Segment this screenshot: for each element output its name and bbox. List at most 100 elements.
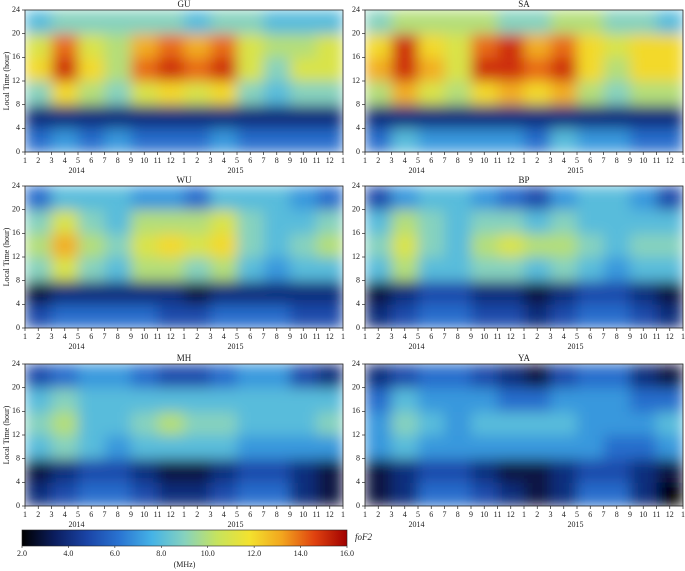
heat-cell [237, 435, 264, 460]
heat-cell [51, 128, 79, 152]
y-tick-label: 4 [16, 477, 20, 486]
heat-cell [263, 411, 291, 436]
x-tick-label: 3 [549, 156, 553, 165]
heat-cell [524, 458, 551, 483]
heat-cell [603, 209, 631, 234]
colorbar-tick-label: 16.0 [340, 549, 354, 558]
heat-cell [524, 10, 551, 35]
heat-cell [550, 458, 578, 483]
heat-cell [51, 435, 79, 460]
x-tick-label: 12 [167, 332, 175, 341]
heat-cell [550, 81, 578, 106]
y-tick-label: 16 [12, 52, 20, 61]
heat-cell [630, 233, 657, 258]
heat-cell [131, 233, 158, 258]
heat-cell [263, 387, 291, 412]
heat-cell [184, 257, 211, 282]
heat-cell [157, 57, 185, 82]
heat-cell [471, 104, 498, 129]
heat-cell [471, 280, 498, 305]
heat-cell [210, 233, 238, 258]
y-tick-label: 24 [352, 359, 360, 368]
heat-cell [184, 304, 211, 328]
x-tick-label: 12 [167, 510, 175, 519]
y-tick-label: 16 [352, 228, 360, 237]
x-tick-label: 8 [116, 156, 120, 165]
heat-cell [497, 411, 525, 436]
x-tick-label: 5 [575, 156, 579, 165]
x-tick-label: 3 [390, 156, 394, 165]
heat-cell [210, 10, 238, 35]
heat-cell [184, 280, 211, 305]
heat-cell [25, 233, 52, 258]
heat-cell [157, 364, 185, 389]
colorbar-tick-label: 12.0 [247, 549, 261, 558]
heat-cell [290, 10, 317, 35]
heat-cell [630, 186, 657, 211]
x-tick-label: 4 [403, 510, 407, 519]
y-tick-label: 16 [352, 406, 360, 415]
heat-cell [471, 209, 498, 234]
heat-cell [184, 435, 211, 460]
heat-cell [157, 81, 185, 106]
panel-title: WU [177, 175, 192, 185]
heat-cell [418, 81, 445, 106]
heat-cell [603, 233, 631, 258]
heat-cell [497, 128, 525, 152]
heat-cell [391, 128, 419, 152]
heat-cell [290, 482, 317, 506]
heat-cell [630, 128, 657, 152]
heat-cell [391, 482, 419, 506]
heat-cell [524, 280, 551, 305]
x-tick-label: 3 [50, 156, 54, 165]
panel-title: MH [177, 353, 192, 363]
x-tick-label: 1 [341, 156, 345, 165]
heat-cell [656, 33, 683, 58]
heat-cell [630, 209, 657, 234]
heat-cell [497, 482, 525, 506]
heat-cell [656, 387, 683, 412]
heat-cell [237, 458, 264, 483]
heat-cell [51, 482, 79, 506]
colorbar-title: foF2 [355, 532, 372, 542]
heat-cell [444, 209, 472, 234]
heat-cell [25, 257, 52, 282]
heat-cell [497, 304, 525, 328]
y-tick-label: 4 [16, 123, 20, 132]
heat-cell [524, 128, 551, 152]
heat-cell [365, 387, 392, 412]
x-tick-label: 2 [36, 156, 40, 165]
x-tick-label: 12 [326, 332, 334, 341]
heat-cell [131, 81, 158, 106]
heat-cell [656, 186, 683, 211]
heat-cell [290, 364, 317, 389]
x-tick-label: 11 [313, 156, 321, 165]
heat-cell [497, 57, 525, 82]
x-tick-label: 3 [549, 332, 553, 341]
heat-cell [391, 186, 419, 211]
x-tick-label: 2 [535, 332, 539, 341]
x-tick-label: 4 [562, 510, 566, 519]
colorbar-tick-label: 2.0 [17, 549, 27, 558]
heat-cell [210, 128, 238, 152]
heatmap [365, 10, 683, 152]
x-tick-label: 5 [235, 510, 239, 519]
x-tick-label: 9 [469, 510, 473, 519]
x-tick-label: 1 [681, 510, 685, 519]
heat-cell [444, 482, 472, 506]
heat-cell [418, 304, 445, 328]
heat-cell [497, 33, 525, 58]
heat-cell [656, 233, 683, 258]
heat-cell [471, 81, 498, 106]
heat-cell [656, 411, 683, 436]
heat-cell [184, 81, 211, 106]
heatmap [365, 364, 683, 506]
heat-cell [131, 387, 158, 412]
heat-cell [365, 81, 392, 106]
heat-cell [131, 364, 158, 389]
heat-cell [418, 257, 445, 282]
x-tick-label: 2 [376, 156, 380, 165]
heat-cell [444, 435, 472, 460]
heat-cell [184, 186, 211, 211]
heat-cell [290, 57, 317, 82]
